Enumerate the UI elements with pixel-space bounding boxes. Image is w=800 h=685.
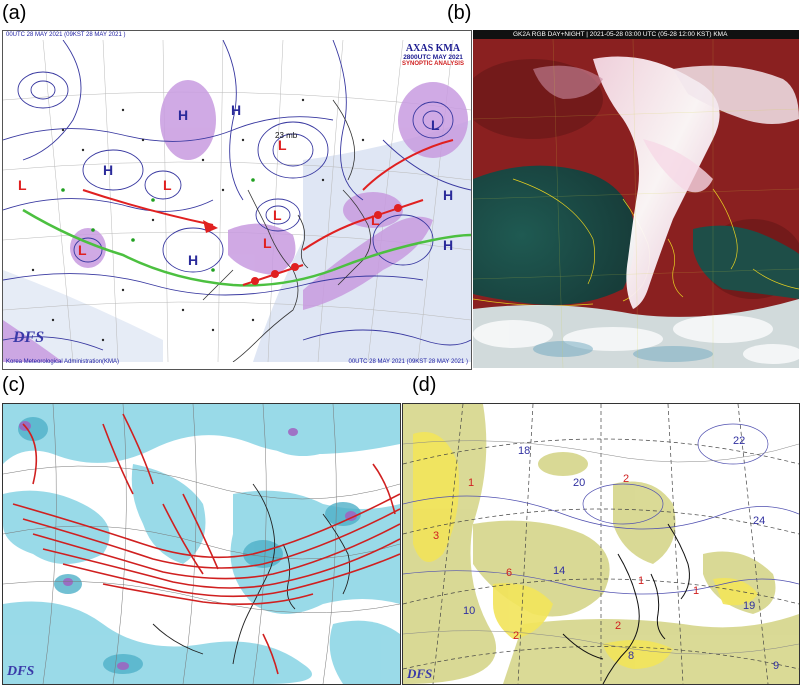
svg-text:2: 2 — [615, 620, 621, 632]
svg-text:H: H — [443, 187, 453, 203]
svg-text:24: 24 — [753, 515, 765, 527]
svg-text:L: L — [263, 235, 272, 251]
svg-text:1: 1 — [468, 477, 474, 489]
synoptic-analysis-map: 00UTC 28 MAY 2021 (09KST 28 MAY 2021 ) — [2, 30, 472, 370]
svg-text:8: 8 — [628, 650, 634, 662]
jet-map-graphic — [3, 404, 400, 684]
svg-text:L: L — [78, 242, 87, 258]
synoptic-map-graphic: L L L L L L L L H H H H H H — [3, 40, 471, 362]
panel-a-footer-left: Korea Meteorological Administration(KMA) — [6, 359, 120, 365]
svg-text:H: H — [178, 107, 188, 123]
analysis-title: AXAS KMA — [405, 43, 461, 54]
satellite-rgb-image: GK2A RGB DAY+NIGHT | 2021-05-28 03:00 UT… — [473, 30, 799, 368]
panel-label-b: (b) — [447, 2, 472, 24]
dfs-logo-c: DFS — [7, 664, 35, 679]
svg-text:2: 2 — [623, 473, 629, 485]
svg-text:H: H — [188, 252, 198, 268]
svg-text:H: H — [231, 102, 241, 118]
svg-text:18: 18 — [518, 445, 530, 457]
svg-text:L: L — [273, 207, 282, 223]
panel-label-d: (d) — [412, 374, 437, 396]
satellite-header: GK2A RGB DAY+NIGHT | 2021-05-28 03:00 UT… — [513, 31, 728, 38]
panel-label-c: (c) — [2, 374, 26, 396]
svg-text:22: 22 — [733, 435, 745, 447]
analysis-subtitle: SYNOPTIC ANALYSIS — [402, 61, 464, 67]
svg-text:2: 2 — [513, 630, 519, 642]
satellite-graphic — [473, 39, 799, 368]
moisture-map-graphic: 1 2 3 6 1 2 2 1 18 20 22 14 24 19 10 8 9 — [403, 404, 799, 684]
satellite-header-bar: GK2A RGB DAY+NIGHT | 2021-05-28 03:00 UT… — [473, 30, 799, 39]
moisture-map: 1 2 3 6 1 2 2 1 18 20 22 14 24 19 10 8 9 DFS — [402, 403, 800, 685]
svg-text:1: 1 — [638, 575, 644, 587]
panel-a-header: 00UTC 28 MAY 2021 (09KST 28 MAY 2021 ) — [6, 32, 126, 38]
svg-text:3: 3 — [433, 530, 439, 542]
svg-text:L: L — [163, 177, 172, 193]
analysis-time: 2800UTC MAY 2021 — [403, 54, 463, 61]
svg-text:L: L — [18, 177, 27, 193]
analysis-title-box: AXAS KMA 2800UTC MAY 2021 SYNOPTIC ANALY… — [401, 43, 465, 67]
svg-text:14: 14 — [553, 565, 565, 577]
jet-humidity-map: DFS — [2, 403, 401, 685]
svg-text:19: 19 — [743, 600, 755, 612]
panel-label-a: (a) — [2, 2, 27, 24]
svg-text:6: 6 — [506, 567, 512, 579]
dfs-logo-a: DFS — [13, 329, 45, 346]
svg-text:L: L — [371, 212, 380, 228]
svg-text:L: L — [278, 137, 287, 153]
svg-text:H: H — [103, 162, 113, 178]
svg-text:10: 10 — [463, 605, 475, 617]
svg-text:L: L — [431, 117, 440, 133]
svg-text:H: H — [443, 237, 453, 253]
svg-text:1: 1 — [693, 585, 699, 597]
low-pressure-value: 23 mb — [275, 131, 298, 140]
panel-a-footer-right: 00UTC 28 MAY 2021 (09KST 28 MAY 2021 ) — [348, 359, 468, 365]
svg-text:9: 9 — [773, 660, 779, 672]
dfs-logo-d: DFS — [407, 666, 433, 681]
svg-text:20: 20 — [573, 477, 585, 489]
